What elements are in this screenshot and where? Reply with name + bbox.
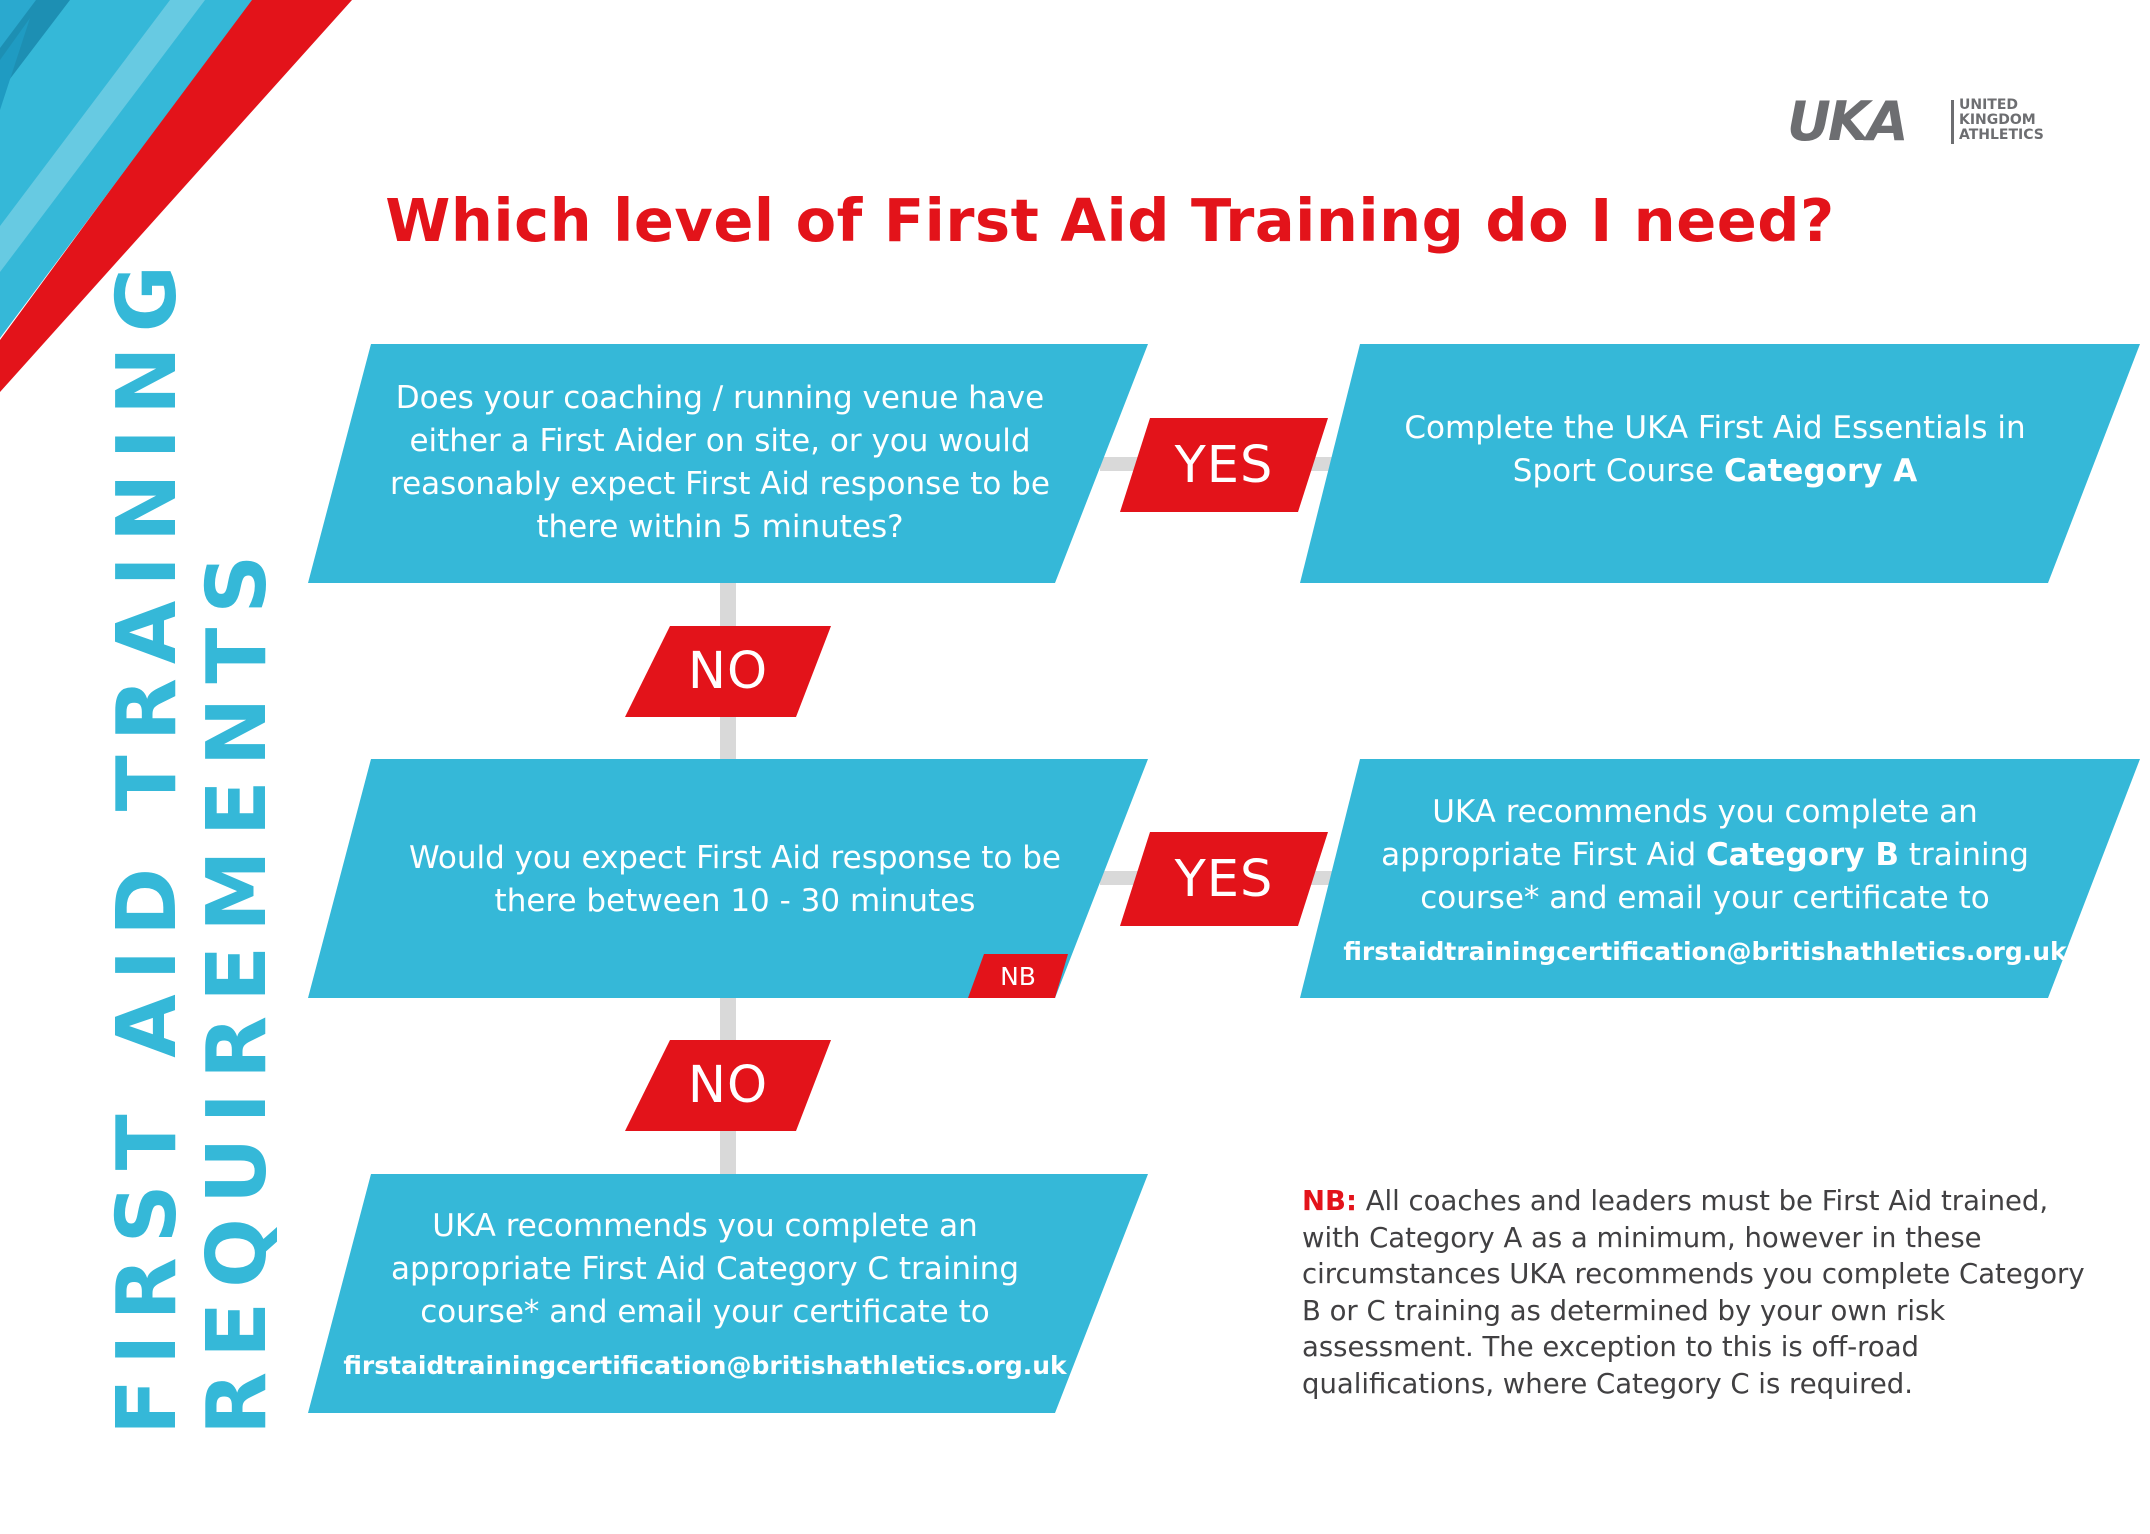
nb-note: NB: All coaches and leaders must be Firs…	[1302, 1183, 2102, 1402]
yes-label-1: YES	[1174, 435, 1274, 495]
corner-stripe-white	[0, 0, 205, 272]
corner-stripe-cyan	[0, 0, 252, 338]
question-2-text: Would you expect First Aid response to b…	[409, 840, 1061, 919]
no-label-2: NO	[687, 1056, 769, 1115]
nb-note-text: All coaches and leaders must be First Ai…	[1302, 1185, 2085, 1400]
corner-decoration	[0, 0, 352, 392]
corner-facet-1	[0, 0, 36, 48]
yes-label-2: YES	[1174, 849, 1274, 909]
result-a-prefix: Complete the UKA First Aid Essentials in…	[1404, 410, 2026, 489]
logo-divider	[1951, 100, 1954, 144]
nb-tag-label: NB	[1000, 961, 1036, 991]
result-b-suffix: training course* and email your certific…	[1420, 836, 2029, 916]
question-1-text: Does your coaching / running venue have …	[390, 380, 1050, 545]
result-b-prefix: UKA recommends you complete an appropria…	[1381, 793, 1978, 873]
result-c-email[interactable]: firstaidtrainingcertification@britishath…	[343, 1350, 1067, 1380]
result-b-text: UKA recommends you complete an appropria…	[1343, 770, 2067, 988]
logo-wordmark: UKA	[1787, 90, 1908, 153]
result-c-text: UKA recommends you complete an appropria…	[340, 1184, 1070, 1402]
result-c-sentence: UKA recommends you complete an appropria…	[391, 1207, 1019, 1330]
logo-subtitle-line: UNITED	[1959, 97, 2019, 113]
result-b-email[interactable]: firstaidtrainingcertification@britishath…	[1343, 936, 2067, 966]
result-a-category: Category A	[1723, 453, 1918, 489]
logo-subtitle-line: KINGDOM	[1959, 112, 2036, 128]
result-a-sentence: Complete the UKA First Aid Essentials in…	[1365, 407, 2065, 493]
result-b-sentence: UKA recommends you complete an appropria…	[1365, 791, 2045, 920]
uka-logo: UKA UNITED KINGDOM ATHLETICS	[1787, 90, 2057, 153]
no-label-1: NO	[687, 642, 769, 701]
result-b-category: Category B	[1706, 836, 1899, 873]
nb-note-label: NB:	[1302, 1185, 1357, 1217]
logo-subtitle: UNITED KINGDOM ATHLETICS	[1959, 98, 2044, 143]
result-a-text: Complete the UKA First Aid Essentials in…	[1365, 395, 2065, 505]
corner-stripe-red	[0, 0, 352, 392]
page-title: Which level of First Aid Training do I n…	[385, 186, 1835, 255]
corner-facet-2	[0, 18, 30, 110]
logo-subtitle-line: ATHLETICS	[1959, 127, 2044, 143]
